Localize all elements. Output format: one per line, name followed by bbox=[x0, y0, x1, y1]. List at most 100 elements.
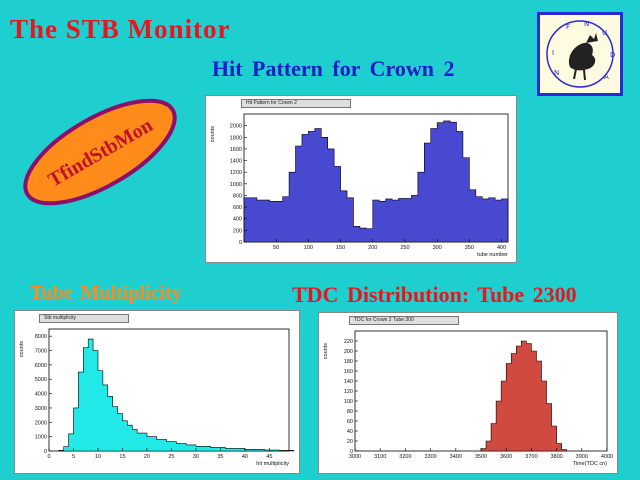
x-tick-label: 350 bbox=[465, 245, 474, 251]
logo-letter-1: I bbox=[552, 49, 554, 57]
x-tick-label: 40 bbox=[242, 454, 248, 460]
tdc-distribution-panel: TDC for Crown 2 Tube 300 3000 3100 3200 330… bbox=[318, 312, 618, 474]
tube-multiplicity-heading: Tube Multiplicity bbox=[30, 282, 182, 304]
x-tick-label: 100 bbox=[304, 245, 313, 251]
x-tick-label: 25 bbox=[168, 454, 174, 460]
logo-graphic: I N F N U D A bbox=[546, 20, 615, 88]
y-tick-label: 100 bbox=[344, 399, 353, 405]
y-tick-label: 5000 bbox=[35, 377, 47, 383]
y-axis-label: counts bbox=[210, 126, 216, 142]
y-tick-label: 220 bbox=[344, 339, 353, 345]
y-tick-label: 40 bbox=[347, 429, 353, 435]
x-tick-label: 3000 bbox=[349, 454, 361, 460]
x-tick-label: 3900 bbox=[576, 454, 588, 460]
tdc-distribution-tab[interactable]: TDC for Crown 2 Tube 300 bbox=[349, 316, 459, 325]
x-tick-label: 150 bbox=[336, 245, 345, 251]
logo-letter-5: U bbox=[602, 29, 607, 37]
badge-ellipse bbox=[23, 98, 177, 206]
x-axis-label: hit multiplicity bbox=[256, 461, 289, 467]
y-tick-label: 2000 bbox=[230, 124, 242, 130]
tdc-distribution-chart: 3000 3100 3200 3300 3400 3500 3600 3700 3800 3900… bbox=[323, 330, 613, 467]
tube-multiplicity-tab[interactable]: Stb multiplicity bbox=[39, 314, 129, 323]
y-tick-label: 2000 bbox=[35, 420, 47, 426]
infn-uda-logo: I N F N U D A bbox=[537, 12, 623, 96]
y-tick-label: 1400 bbox=[230, 159, 242, 165]
logo-letter-7: A bbox=[604, 73, 609, 81]
x-tick-label: 3500 bbox=[475, 454, 487, 460]
logo-letter-4: N bbox=[584, 20, 589, 28]
x-tick-label: 50 bbox=[273, 245, 279, 251]
y-tick-label: 0 bbox=[44, 449, 47, 455]
logo-panel: I N F N U D A bbox=[540, 15, 620, 93]
logo-letter-3: F bbox=[566, 23, 570, 31]
x-tick-label: 3100 bbox=[374, 454, 386, 460]
x-tick-label: 250 bbox=[400, 245, 409, 251]
x-tick-label: 3200 bbox=[399, 454, 411, 460]
x-tick-label: 10 bbox=[95, 454, 101, 460]
logo-letter-6: D bbox=[610, 51, 615, 59]
x-tick-label: 200 bbox=[368, 245, 377, 251]
logo-rooster-comb bbox=[586, 33, 598, 43]
y-tick-label: 200 bbox=[233, 228, 242, 234]
tdc-distribution-heading: TDC Distribution: Tube 2300 bbox=[292, 282, 577, 307]
y-tick-label: 160 bbox=[344, 369, 353, 375]
y-tick-label: 180 bbox=[344, 359, 353, 365]
y-tick-label: 800 bbox=[233, 193, 242, 199]
logo-rooster-legs bbox=[573, 68, 586, 81]
x-tick-label: 20 bbox=[144, 454, 150, 460]
x-tick-label: 3300 bbox=[424, 454, 436, 460]
x-tick-label: 15 bbox=[119, 454, 125, 460]
x-axis-label: Time(TDC cn) bbox=[573, 461, 607, 467]
y-tick-label: 8000 bbox=[35, 334, 47, 340]
histogram-area bbox=[243, 120, 509, 243]
y-tick-label: 1000 bbox=[35, 435, 47, 441]
tube-multiplicity-panel: Stb multiplicity 0 5 10 15 20 25 30 35 40 45 0 1000… bbox=[14, 310, 300, 474]
hit-pattern-heading: Hit Pattern for Crown 2 bbox=[212, 56, 455, 81]
y-tick-label: 400 bbox=[233, 217, 242, 223]
x-tick-label: 3600 bbox=[500, 454, 512, 460]
logo-letter-2: N bbox=[554, 69, 559, 77]
x-tick-label: 3700 bbox=[525, 454, 537, 460]
y-tick-label: 3000 bbox=[35, 406, 47, 412]
x-tick-label: 3800 bbox=[550, 454, 562, 460]
y-tick-label: 60 bbox=[347, 419, 353, 425]
y-tick-label: 140 bbox=[344, 379, 353, 385]
histogram-area bbox=[480, 340, 567, 452]
x-tick-label: 5 bbox=[72, 454, 75, 460]
y-tick-label: 7000 bbox=[35, 349, 47, 355]
x-tick-label: 3400 bbox=[450, 454, 462, 460]
y-tick-label: 4000 bbox=[35, 392, 47, 398]
tfindstbmon-badge: TfindStbMon bbox=[23, 98, 177, 206]
x-tick-label: 0 bbox=[47, 454, 50, 460]
y-tick-label: 20 bbox=[347, 439, 353, 445]
x-tick-label: 400 bbox=[497, 245, 506, 251]
y-tick-label: 200 bbox=[344, 349, 353, 355]
histogram-area bbox=[58, 338, 295, 452]
y-tick-label: 6000 bbox=[35, 363, 47, 369]
hit-pattern-chart: 50 100 150 200 250 300 350 400 0 200 400 600 800 1000… bbox=[210, 113, 509, 258]
y-tick-label: 80 bbox=[347, 409, 353, 415]
y-axis-label: counts bbox=[19, 341, 25, 357]
y-tick-label: 0 bbox=[350, 449, 353, 455]
x-tick-label: 300 bbox=[433, 245, 442, 251]
y-tick-label: 1200 bbox=[230, 170, 242, 176]
hit-pattern-panel: Hit Pattern for Crown 2 50 100 150 200 250 30… bbox=[205, 95, 517, 263]
page-title: The STB Monitor bbox=[10, 14, 231, 44]
logo-rooster-body bbox=[568, 42, 596, 71]
y-tick-label: 1600 bbox=[230, 147, 242, 153]
x-tick-label: 4000 bbox=[601, 454, 613, 460]
x-tick-label: 35 bbox=[217, 454, 223, 460]
tube-multiplicity-chart: 0 5 10 15 20 25 30 35 40 45 0 1000 2000 3000 4000 5000 6… bbox=[19, 328, 295, 467]
y-tick-label: 1800 bbox=[230, 135, 242, 141]
plot-frame bbox=[354, 330, 608, 452]
y-tick-label: 600 bbox=[233, 205, 242, 211]
y-tick-label: 0 bbox=[239, 240, 242, 246]
y-axis-label: counts bbox=[323, 343, 329, 359]
hit-pattern-tab[interactable]: Hit Pattern for Crown 2 bbox=[241, 99, 351, 108]
x-tick-label: 45 bbox=[266, 454, 272, 460]
x-tick-label: 30 bbox=[193, 454, 199, 460]
y-tick-label: 120 bbox=[344, 389, 353, 395]
logo-ring bbox=[546, 20, 614, 88]
x-axis-label: tube number bbox=[477, 252, 508, 258]
y-tick-label: 1000 bbox=[230, 182, 242, 188]
